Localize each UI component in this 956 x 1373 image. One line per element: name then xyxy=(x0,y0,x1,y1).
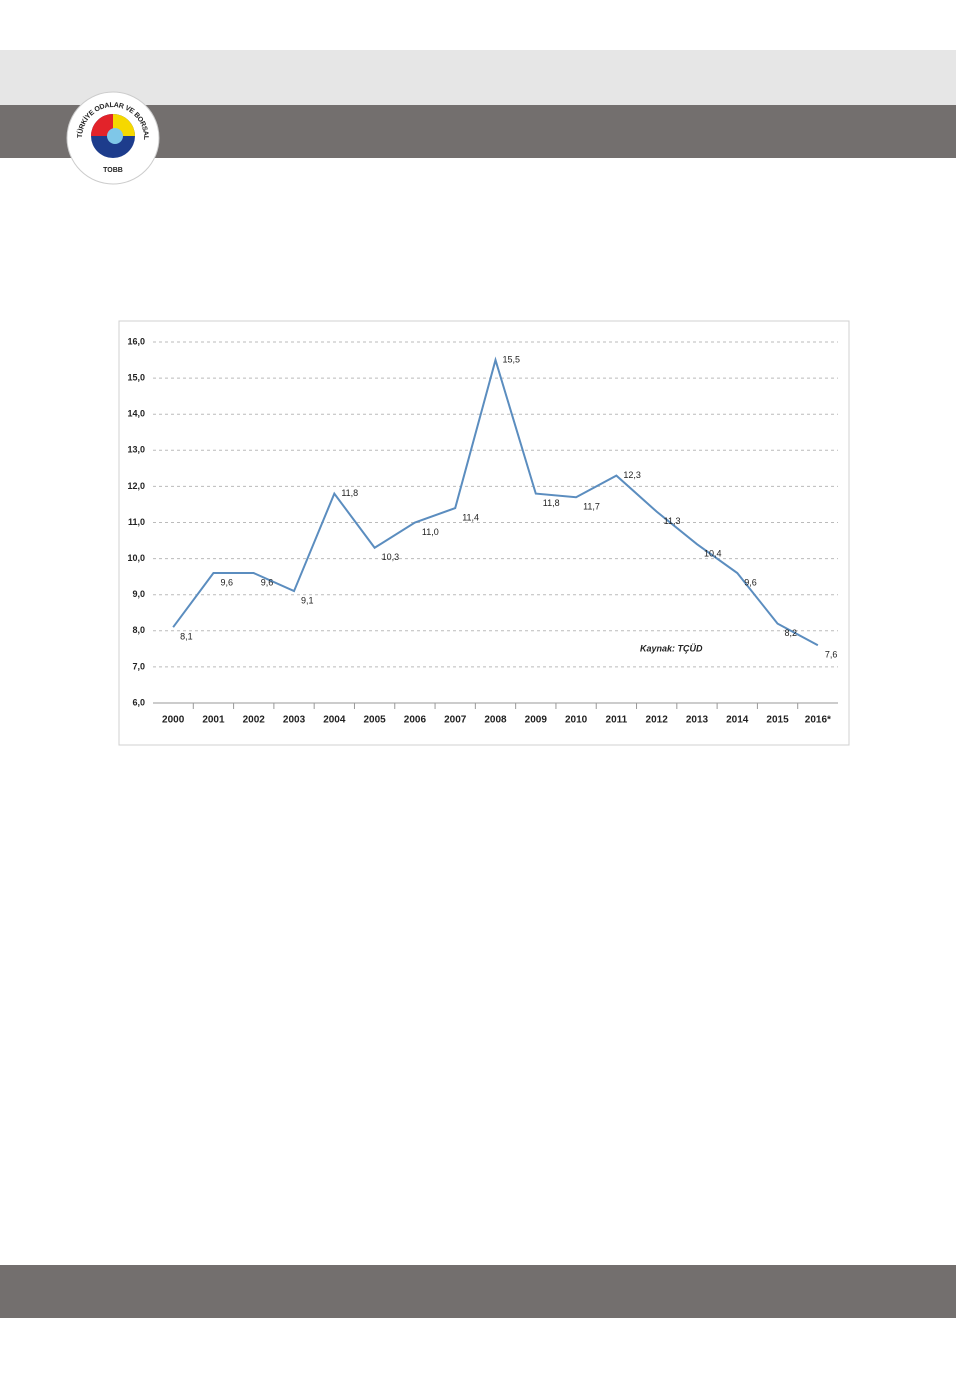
header-band xyxy=(0,50,956,105)
value-label: 9,6 xyxy=(744,577,757,587)
x-tick-label: 2001 xyxy=(202,715,225,726)
x-tick-label: 2004 xyxy=(323,715,346,726)
y-tick-label: 13,0 xyxy=(127,445,145,455)
value-label: 10,3 xyxy=(382,552,400,562)
value-label: 10,4 xyxy=(704,549,722,559)
y-tick-label: 15,0 xyxy=(127,372,145,382)
logo-red xyxy=(91,114,113,136)
x-tick-label: 2007 xyxy=(444,715,467,726)
value-label: 9,6 xyxy=(220,577,233,587)
chart-frame xyxy=(118,320,850,746)
y-tick-label: 16,0 xyxy=(127,336,145,346)
data-line xyxy=(172,356,819,647)
y-tick-label: 9,0 xyxy=(132,589,145,599)
value-label: 11,4 xyxy=(462,512,479,522)
y-tick-label: 8,0 xyxy=(132,625,145,635)
footer-bar xyxy=(0,1265,956,1318)
value-label: 8,2 xyxy=(785,628,798,638)
x-tick-label: 2013 xyxy=(686,715,709,726)
y-tick-label: 10,0 xyxy=(127,553,145,563)
logo-center xyxy=(107,128,123,144)
x-tick-label: 2006 xyxy=(404,715,427,726)
x-tick-label: 2005 xyxy=(363,715,386,726)
value-label: 8,1 xyxy=(180,632,193,642)
logo-name: TOBB xyxy=(103,167,123,174)
value-label: 11,3 xyxy=(664,516,681,526)
x-tick-label: 2008 xyxy=(484,715,507,726)
value-label: 11,8 xyxy=(341,488,358,498)
source-note: Kaynak: TÇÜD xyxy=(640,643,703,653)
value-label: 7,6 xyxy=(825,650,838,660)
x-tick-label: 2011 xyxy=(606,715,628,726)
value-label: 11,8 xyxy=(543,498,560,508)
x-tick-label: 2016* xyxy=(805,715,831,726)
x-tick-label: 2002 xyxy=(243,715,266,726)
value-label: 9,6 xyxy=(261,577,274,587)
x-tick-label: 2015 xyxy=(766,715,789,726)
x-tick-label: 2003 xyxy=(283,715,306,726)
x-tick-label: 2009 xyxy=(525,715,548,726)
y-tick-label: 14,0 xyxy=(127,409,145,419)
y-tick-label: 7,0 xyxy=(132,661,145,671)
value-label: 15,5 xyxy=(503,354,521,364)
x-tick-label: 2010 xyxy=(565,715,588,726)
value-label: 11,0 xyxy=(422,527,439,537)
value-label: 9,1 xyxy=(301,595,314,605)
value-label: 11,7 xyxy=(583,502,600,512)
y-tick-label: 11,0 xyxy=(128,517,145,527)
y-tick-label: 6,0 xyxy=(132,697,145,707)
x-tick-label: 2012 xyxy=(646,715,669,726)
y-tick-label: 12,0 xyxy=(127,481,145,491)
value-label: 12,3 xyxy=(623,470,641,480)
x-tick-label: 2000 xyxy=(162,715,185,726)
x-tick-label: 2014 xyxy=(726,715,749,726)
header-bar xyxy=(0,105,956,158)
